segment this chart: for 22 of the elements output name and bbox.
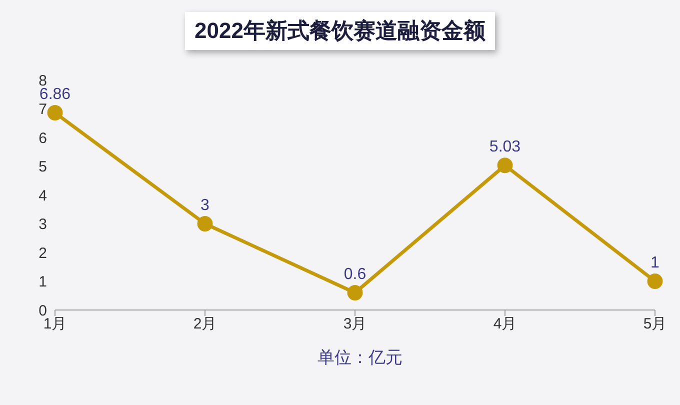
data-label: 0.6 <box>344 266 366 283</box>
y-tick-label: 2 <box>38 244 47 262</box>
point <box>197 216 213 232</box>
data-label: 5.03 <box>489 138 521 156</box>
point <box>497 158 513 174</box>
y-tick-label: 1 <box>38 274 47 291</box>
y-tick-label: 6 <box>38 130 47 147</box>
x-tick-label: 4月 <box>493 316 517 333</box>
y-tick-label: 4 <box>38 187 47 204</box>
y-tick-label: 5 <box>38 158 47 176</box>
y-tick-label: 7 <box>38 101 47 118</box>
data-label: 3 <box>200 196 210 214</box>
point <box>347 285 363 300</box>
point <box>47 105 63 121</box>
point <box>647 274 663 289</box>
x-axis-title: 单位：亿元 <box>316 347 404 369</box>
x-tick-label: 2月 <box>193 316 217 333</box>
y-tick-label: 3 <box>38 216 47 234</box>
x-tick-label: 5月 <box>643 316 667 333</box>
data-label: 1 <box>650 254 660 272</box>
x-tick-label: 3月 <box>343 316 367 333</box>
chart-title: 2022年新式餐饮赛道融资金额 <box>184 12 496 50</box>
